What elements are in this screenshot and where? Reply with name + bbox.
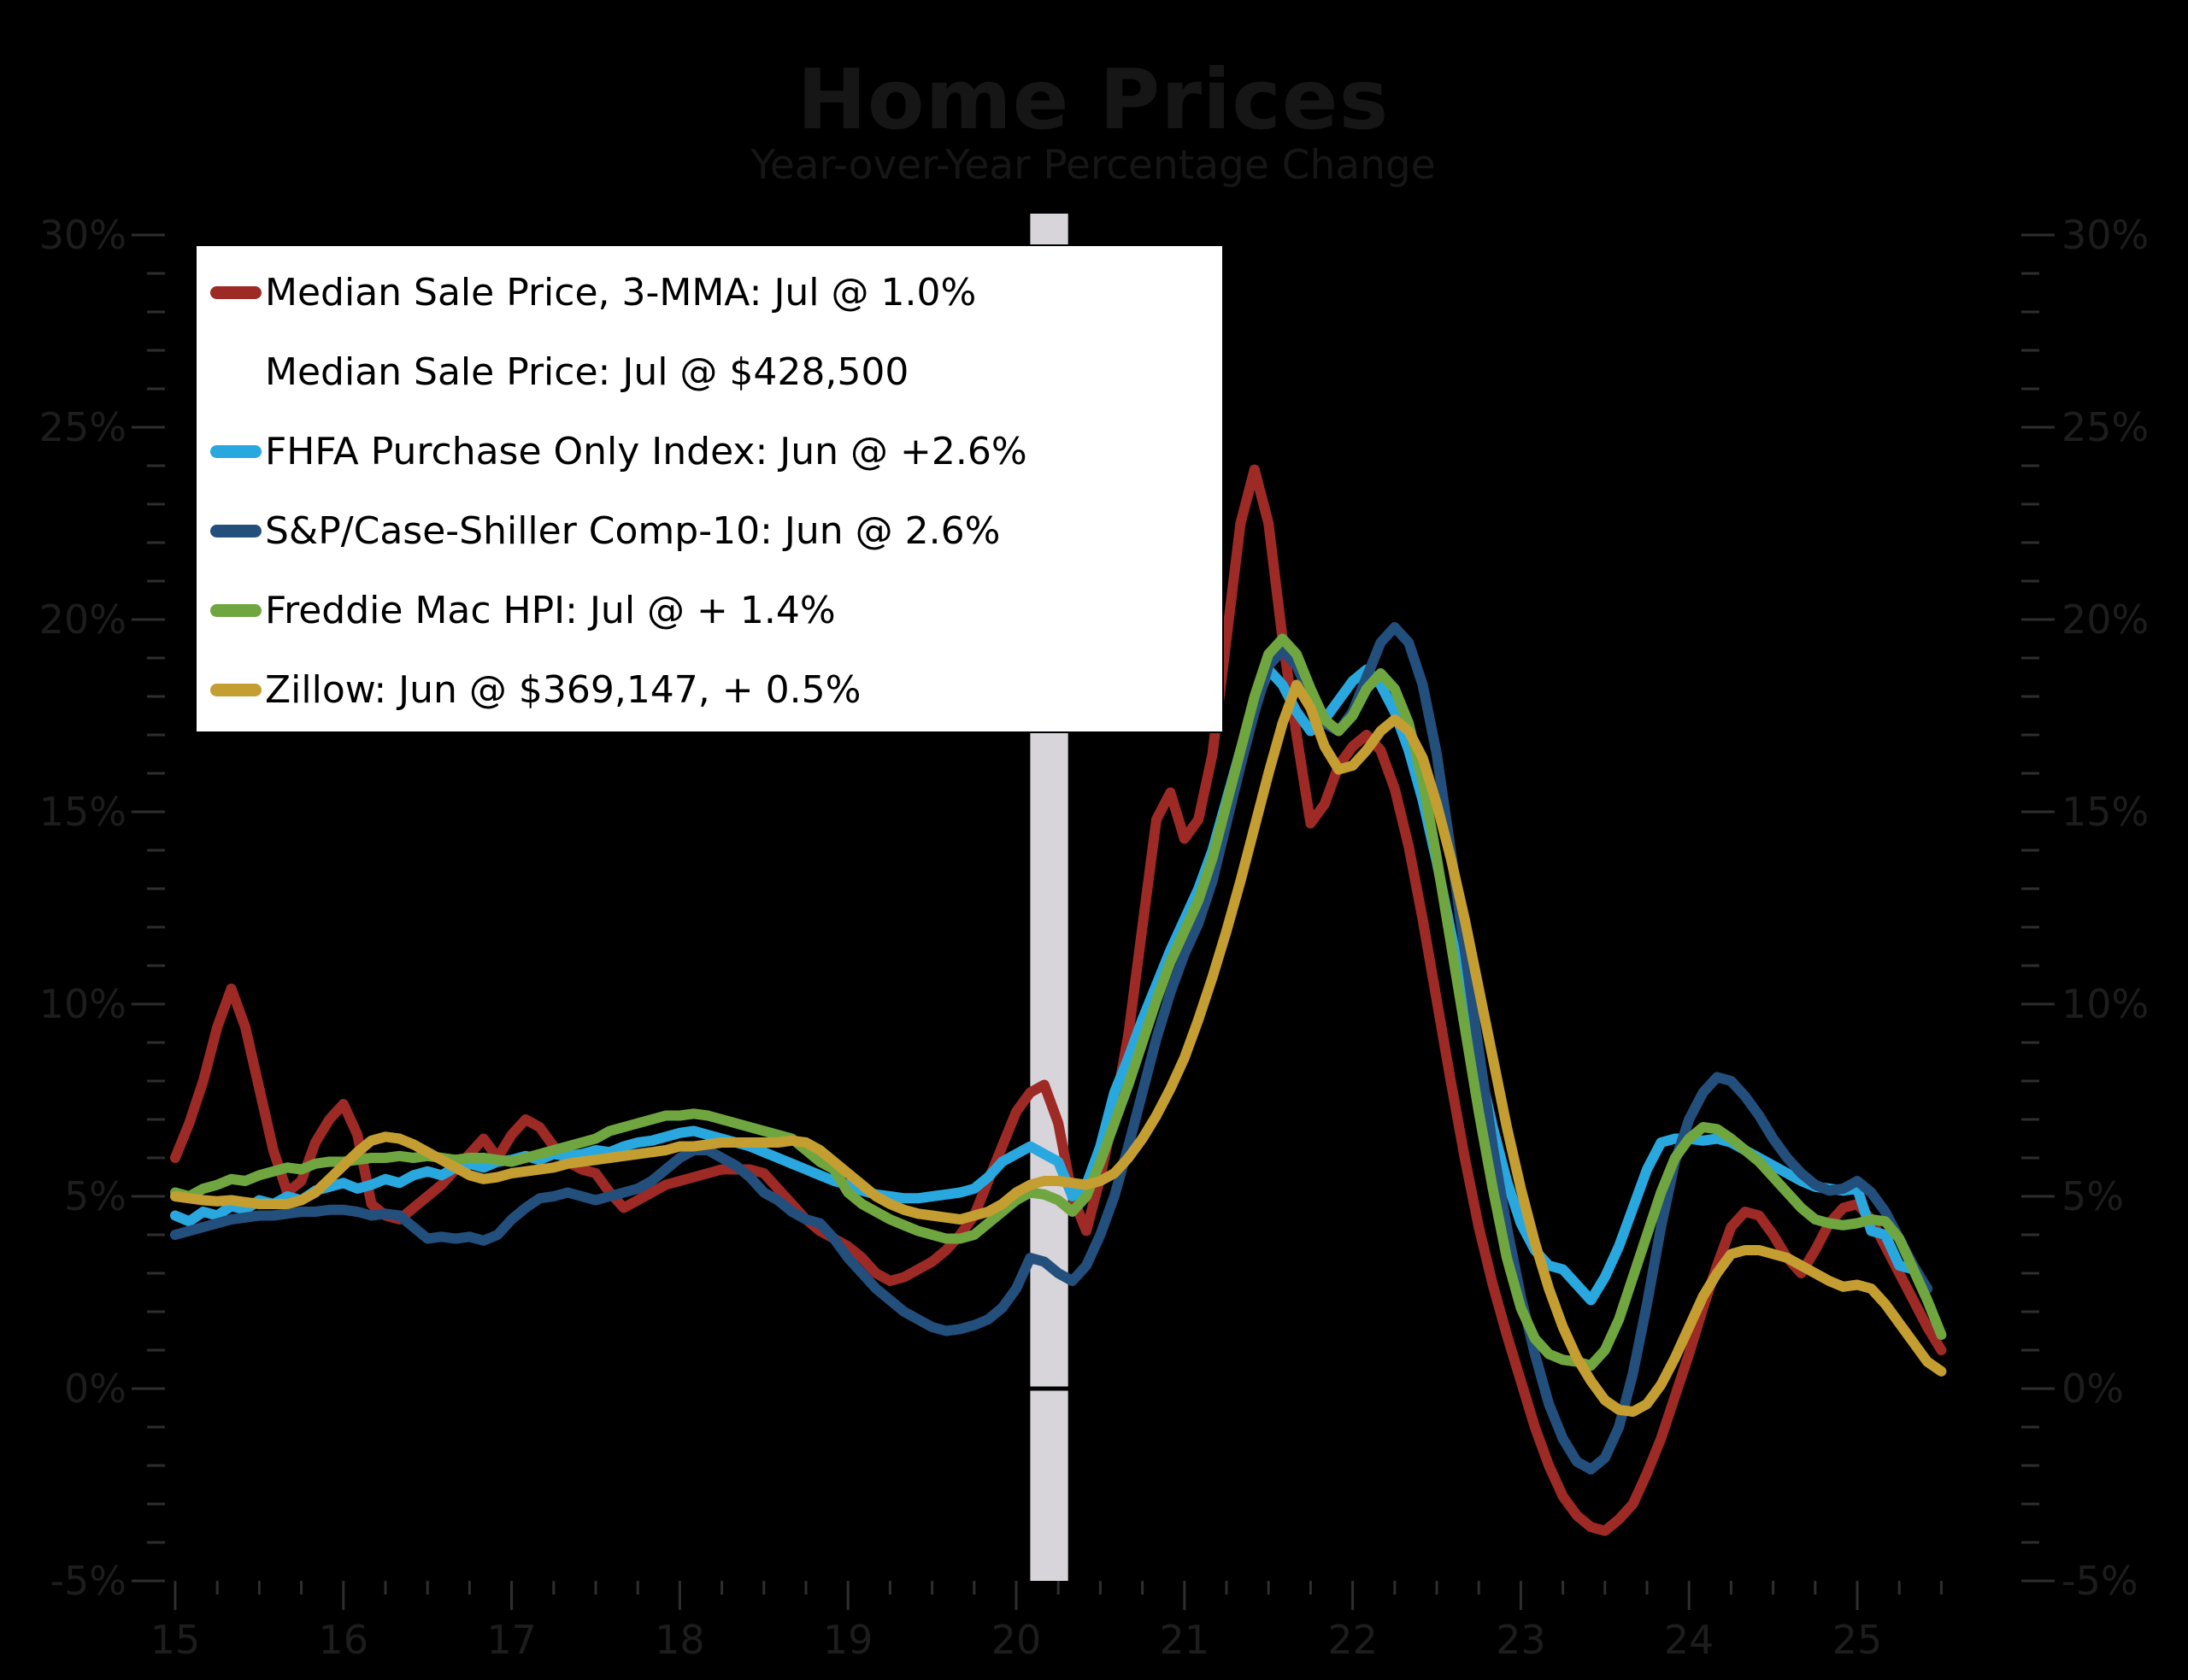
- y-axis-label-left: -5%: [50, 1558, 126, 1604]
- series-line-3: [170, 633, 1947, 1371]
- x-axis-label: 24: [1663, 1617, 1715, 1663]
- legend-item-median_sale_price: Median Sale Price: Jul @ $428,500: [210, 332, 1222, 412]
- y-axis-label-right: 20%: [2062, 596, 2150, 643]
- legend-swatch-icon: [210, 604, 262, 617]
- y-axis-label-right: -5%: [2062, 1558, 2138, 1604]
- x-axis-label: 20: [991, 1617, 1042, 1663]
- legend-label: Zillow: Jun @ $369,147, + 0.5%: [265, 668, 862, 712]
- y-axis-label-left: 10%: [38, 981, 126, 1027]
- legend-swatch-blank: [210, 366, 262, 379]
- legend-label: Median Sale Price: Jul @ $428,500: [265, 350, 909, 394]
- x-axis-label: 19: [822, 1617, 873, 1663]
- legend-item-case_shiller: S&P/Case-Shiller Comp-10: Jun @ 2.6%: [210, 491, 1222, 571]
- x-axis-label: 17: [486, 1617, 537, 1663]
- legend-item-median_sale_price_3mma: Median Sale Price, 3-MMA: Jul @ 1.0%: [210, 253, 1222, 332]
- x-axis-label: 16: [318, 1617, 369, 1663]
- x-axis-label: 22: [1327, 1617, 1378, 1663]
- legend-label: Freddie Mac HPI: Jul @ + 1.4%: [265, 589, 836, 632]
- y-axis-label-left: 20%: [38, 596, 126, 643]
- x-axis-label: 18: [655, 1617, 705, 1663]
- y-axis-label-right: 10%: [2062, 981, 2150, 1027]
- legend-label: Median Sale Price, 3-MMA: Jul @ 1.0%: [265, 271, 977, 314]
- legend-swatch-icon: [210, 286, 262, 299]
- legend-label: FHFA Purchase Only Index: Jun @ +2.6%: [265, 430, 1027, 473]
- y-axis-label-left: 30%: [38, 212, 126, 258]
- series-line-2: [170, 622, 1932, 1475]
- legend-item-fhfa: FHFA Purchase Only Index: Jun @ +2.6%: [210, 412, 1222, 491]
- legend-label: S&P/Case-Shiller Comp-10: Jun @ 2.6%: [265, 509, 1001, 553]
- y-axis-label-right: 25%: [2062, 404, 2150, 450]
- legend-swatch-icon: [210, 445, 262, 458]
- x-axis-label: 25: [1832, 1617, 1883, 1663]
- y-axis-label-right: 0%: [2062, 1366, 2124, 1412]
- legend-swatch-icon: [210, 684, 262, 696]
- y-axis-label-right: 30%: [2062, 212, 2150, 258]
- legend-item-freddie_mac: Freddie Mac HPI: Jul @ + 1.4%: [210, 571, 1222, 650]
- legend-item-zillow: Zillow: Jun @ $369,147, + 0.5%: [210, 650, 1222, 730]
- legend-swatch-icon: [210, 525, 262, 537]
- x-axis-label: 23: [1496, 1617, 1546, 1663]
- chart-title: Home Prices: [797, 51, 1390, 148]
- y-axis-label-right: 15%: [2062, 789, 2150, 835]
- legend-box: Median Sale Price, 3-MMA: Jul @ 1.0% Medi…: [195, 244, 1224, 733]
- y-axis-label-left: 15%: [38, 789, 126, 835]
- series-line-1: [170, 664, 1932, 1306]
- x-axis-label: 21: [1159, 1617, 1210, 1663]
- series-line-4: [170, 679, 1947, 1417]
- y-axis-label-left: 0%: [64, 1366, 126, 1412]
- y-axis-label-left: 25%: [38, 404, 126, 450]
- chart-subtitle: Year-over-Year Percentage Change: [750, 142, 1436, 189]
- y-axis-label-left: 5%: [64, 1173, 126, 1219]
- y-axis-label-right: 5%: [2062, 1173, 2124, 1219]
- x-axis-label: 15: [150, 1617, 201, 1663]
